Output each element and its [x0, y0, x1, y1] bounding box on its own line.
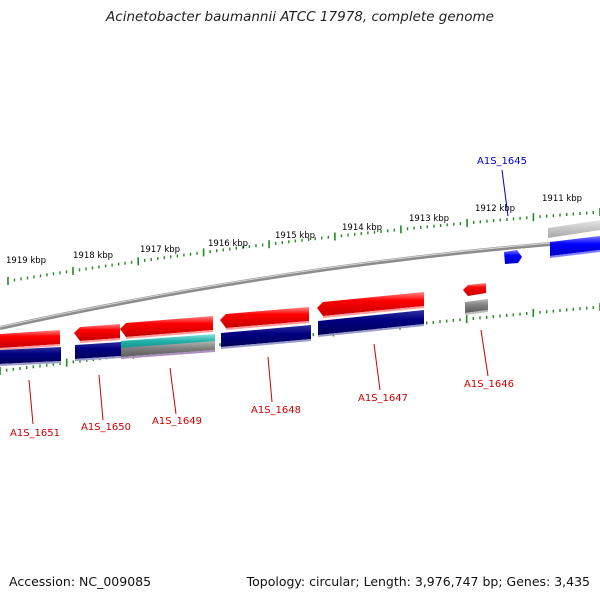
scale-label: 1916 kbp [208, 239, 248, 249]
gene-arrow-a1s-1647[interactable] [317, 292, 424, 316]
map-title: Acinetobacter baumannii ATCC 17978, comp… [106, 9, 494, 25]
scale-label: 1919 kbp [6, 256, 46, 266]
scale-label: 1918 kbp [73, 251, 113, 261]
gene-cds-a1s-1650[interactable] [75, 342, 121, 359]
callout-line [501, 169, 509, 217]
gene-label-a1s-1648[interactable]: A1S_1648 [251, 405, 301, 416]
gene-label-a1s-1650[interactable]: A1S_1650 [81, 422, 131, 433]
gene-feature-shadow [226, 321, 309, 330]
gene-label-a1s-1646[interactable]: A1S_1646 [464, 379, 514, 390]
outer-track-features [504, 220, 600, 264]
outer-tick-scale [7, 208, 600, 285]
gene-feature-shadow [75, 356, 121, 361]
gene-label-a1s-1649[interactable]: A1S_1649 [152, 416, 202, 427]
scale-label: 1914 kbp [342, 223, 382, 233]
callout-line [98, 374, 104, 421]
gene-arrow-a1s-1650[interactable] [74, 324, 120, 341]
inner-track-features [0, 283, 488, 366]
callout-line [28, 379, 34, 425]
gene-feature-shadow [221, 339, 311, 349]
gene-feature[interactable] [550, 236, 600, 256]
callout-line [373, 343, 381, 391]
gene-feature-shadow [318, 324, 424, 337]
gene-feature-shadow [121, 350, 215, 359]
scale-label: 1915 kbp [275, 231, 315, 241]
gene-arrow-a1s-1645[interactable] [504, 250, 522, 264]
genome-backbone [0, 238, 600, 330]
gene-callout-lines [28, 169, 509, 425]
gene-label-a1s-1651[interactable]: A1S_1651 [10, 428, 60, 439]
scale-label: 1912 kbp [475, 204, 515, 214]
gene-feature[interactable] [121, 341, 215, 357]
scale-label: 1913 kbp [409, 214, 449, 224]
gene-feature-shadow [465, 310, 488, 315]
gene-feature-shadow [0, 344, 60, 350]
callout-line [480, 329, 489, 377]
gene-arrow-a1s-1649[interactable] [120, 316, 213, 337]
gene-label-a1s-1647[interactable]: A1S_1647 [358, 393, 408, 404]
gene-arrow-a1s-1646[interactable] [463, 283, 486, 296]
gene-label-a1s-1645[interactable]: A1S_1645 [477, 156, 527, 167]
gene-feature-shadow [550, 250, 600, 258]
gene-feature[interactable] [548, 220, 600, 238]
gene-feature-shadow [0, 361, 61, 366]
gene-feature[interactable] [465, 299, 488, 313]
scale-label: 1917 kbp [140, 245, 180, 255]
gene-feature-shadow [80, 338, 120, 343]
gene-arrow-a1s-1651[interactable] [0, 330, 60, 348]
gene-rna-a1s-1649[interactable] [121, 334, 215, 350]
accession-text: Accession: NC_009085 [9, 574, 152, 589]
gene-labels: A1S_1645 A1S_1646 A1S_1647 A1S_1648 A1S_… [10, 156, 527, 439]
gene-cds-a1s-1651[interactable] [0, 347, 61, 364]
callout-line [169, 367, 177, 415]
gene-feature-shadow [126, 330, 213, 339]
gene-cds-a1s-1647[interactable] [318, 310, 424, 335]
scale-label: 1911 kbp [542, 194, 582, 204]
callout-line [267, 356, 273, 403]
gene-feature-shadow [323, 306, 424, 318]
genome-summary-text: Topology: circular; Length: 3,976,747 bp… [246, 574, 590, 589]
gene-arrow-a1s-1648[interactable] [220, 307, 309, 328]
scale-labels: 1911 kbp 1912 kbp 1913 kbp 1914 kbp 1915… [6, 194, 582, 266]
gene-cds-a1s-1648[interactable] [221, 325, 311, 347]
